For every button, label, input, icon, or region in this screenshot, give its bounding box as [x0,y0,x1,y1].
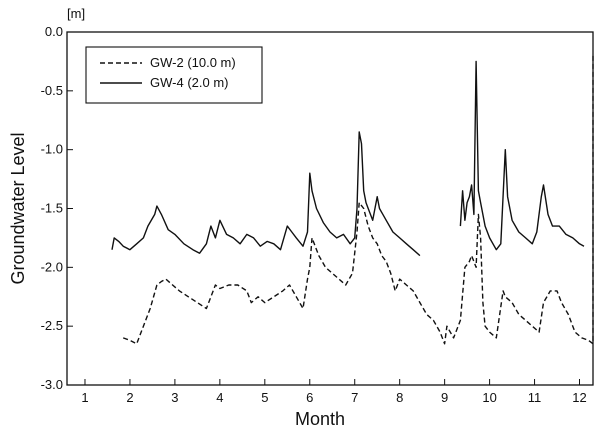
x-tick-label: 3 [171,390,178,405]
x-axis-title: Month [295,409,345,429]
y-tick-label: -1.5 [41,201,63,216]
series-layer [111,55,594,345]
y-tick-label: -2.0 [41,259,63,274]
y-tick-label: -2.5 [41,318,63,333]
series-line-dashed-segment-1 [122,55,594,345]
series-line-solid-segment-1 [111,131,421,257]
x-tick-label: 12 [572,390,586,405]
axis-layer: 0.0-0.5-1.0-1.5-2.0-2.5-3.01 2 3 4 5 6 7 8 9 10 11… [41,24,587,405]
y-axis-title: Groundwater Level [8,132,28,284]
legend-box [85,46,263,104]
y-tick-label: -3.0 [41,377,63,392]
x-tick-label: 4 [216,390,223,405]
x-tick-label: 11 [528,390,542,405]
x-tick-label: 10 [482,390,496,405]
y-axis-unit: [m] [67,6,85,21]
series-line-solid-segment-2 [459,60,585,251]
y-tick-label: -1.0 [41,142,63,157]
x-tick-label: 6 [306,390,313,405]
x-tick-label: 5 [261,390,268,405]
legend-label-dashed: GW-2 (10.0 m) [150,55,236,70]
y-tick-label: -0.5 [41,83,63,98]
x-tick-label: 1 [81,390,88,405]
legend-label-solid: GW-4 (2.0 m) [150,75,229,90]
y-tick-label: 0.0 [45,24,63,39]
x-tick-label: 2 [126,390,133,405]
x-tick-label: 8 [396,390,403,405]
legend: GW-2 (10.0 m) GW-4 (2.0 m) [85,46,263,104]
x-tick-label: 7 [351,390,358,405]
x-tick-label: 9 [441,390,448,405]
